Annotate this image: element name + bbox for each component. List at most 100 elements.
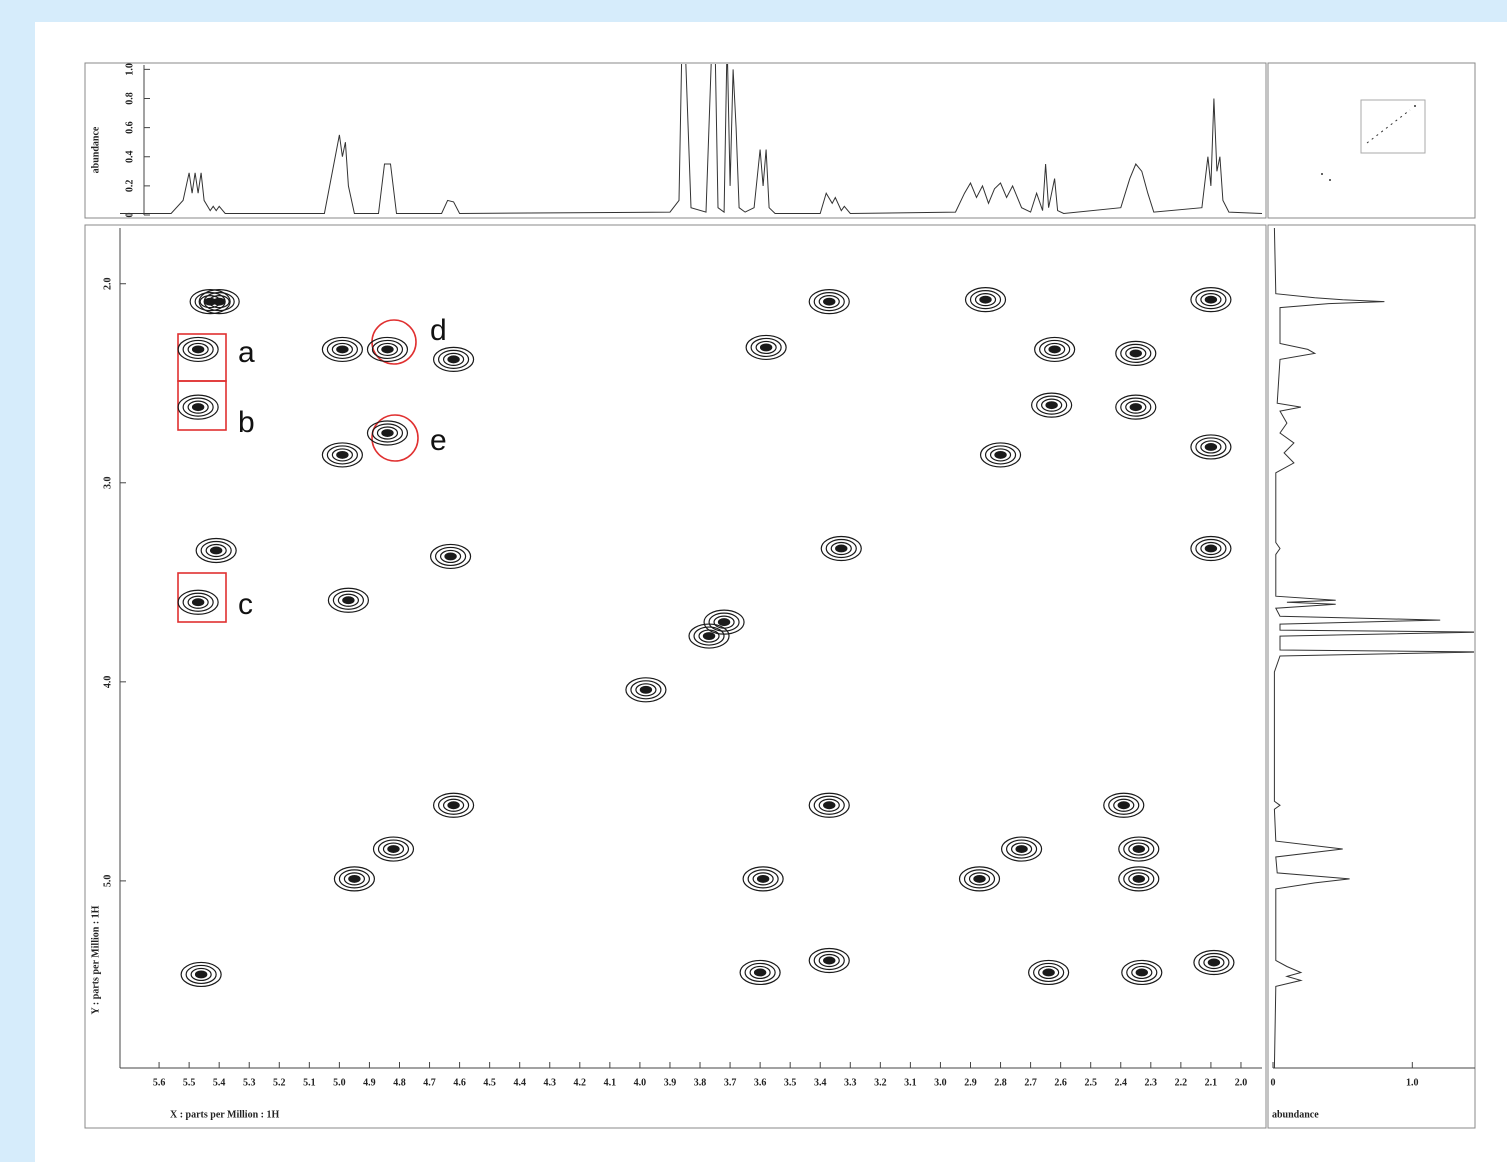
cross-peak: [429, 543, 472, 570]
contour-ring: [1125, 400, 1147, 414]
highlight-circle: [371, 414, 419, 462]
annotation: d: [430, 314, 447, 347]
contour-ring: [376, 426, 399, 440]
contour-ring: [1042, 968, 1055, 977]
x-tick-label: 4.9: [363, 1077, 376, 1088]
contour-ring: [1195, 290, 1227, 310]
contour-ring: [1000, 836, 1043, 862]
x-tick-label: 3.1: [904, 1077, 917, 1088]
cross-peak: [1034, 336, 1076, 363]
cross-peak: [745, 334, 787, 361]
cross-peak: [1193, 949, 1235, 976]
contour-ring: [979, 295, 992, 304]
x-tick-label: 2.0: [1235, 1077, 1248, 1088]
contour-ring: [1123, 869, 1155, 889]
contour-ring: [749, 965, 771, 980]
panel: [35, 22, 1507, 1162]
x-tick-label: 5.0: [333, 1077, 346, 1088]
contour-ring: [708, 612, 740, 632]
contour-ring: [177, 394, 219, 420]
contour-ring: [185, 964, 217, 985]
contour-ring: [1120, 343, 1152, 364]
cross-peak: [1031, 392, 1073, 418]
x-tick-label: 2.3: [1145, 1077, 1158, 1088]
contour-ring: [1041, 398, 1063, 412]
top-y-tick-label: 0: [124, 213, 135, 218]
contour-ring: [331, 342, 353, 357]
cross-peak: [366, 336, 409, 363]
x-tick-label: 4.3: [544, 1077, 557, 1088]
contour-ring: [1120, 397, 1152, 417]
highlight-box: [177, 572, 227, 623]
contour-ring: [693, 626, 725, 646]
contour-ring: [813, 292, 845, 312]
cross-peak: [808, 947, 850, 974]
contour-ring: [1115, 394, 1157, 420]
x-tick-label: 5.3: [243, 1077, 256, 1088]
contour-ring: [187, 595, 209, 609]
contour-ring: [180, 961, 222, 988]
cross-peak: [1028, 959, 1070, 986]
contour-ring: [187, 400, 209, 414]
side-x-tick-label: 0: [1271, 1077, 1276, 1088]
contour-ring: [747, 869, 779, 889]
contour-ring: [439, 549, 462, 564]
side-x-tick-label: 1.0: [1406, 1077, 1419, 1088]
x-tick-label: 4.1: [604, 1077, 617, 1088]
contour-ring: [1108, 795, 1140, 815]
x-tick-label: 2.7: [1024, 1077, 1037, 1088]
cross-peak: [195, 537, 237, 564]
cross-peak: [327, 587, 369, 613]
side-spectrum: [1273, 227, 1474, 1069]
x-tick-label: 3.0: [934, 1077, 947, 1088]
x-tick-label: 2.6: [1054, 1077, 1067, 1088]
cross-peak: [177, 394, 219, 420]
contour-ring: [750, 337, 782, 358]
top-y-tick-label: 0.2: [124, 180, 135, 193]
contour-ring: [437, 795, 470, 815]
contour-ring: [1190, 287, 1232, 313]
cross-peak: [1115, 394, 1157, 420]
contour-ring: [191, 403, 205, 412]
cross-peak: [808, 289, 850, 315]
contour-ring: [1005, 839, 1038, 859]
contour-ring: [835, 544, 848, 553]
contour-ring: [759, 343, 773, 352]
contour-ring: [366, 336, 409, 363]
x-tick-label: 3.2: [874, 1077, 887, 1088]
contour-ring: [381, 429, 394, 437]
contour-ring: [1028, 959, 1070, 986]
contour-ring: [1200, 440, 1222, 454]
contour-ring: [209, 546, 223, 555]
contour-ring: [1010, 842, 1033, 856]
x-tick-label: 3.6: [754, 1077, 767, 1088]
contour-ring: [1129, 349, 1142, 358]
contour-ring: [1118, 836, 1160, 862]
contour-ring: [326, 339, 358, 360]
cross-peak: [372, 836, 415, 862]
contour-ring: [742, 866, 784, 892]
contour-ring: [830, 541, 852, 556]
inset-dot: [1414, 105, 1416, 107]
cross-peak: [180, 961, 222, 988]
contour-ring: [1103, 792, 1145, 818]
contour-ring: [1123, 839, 1155, 859]
contour-ring: [382, 842, 405, 856]
contour-ring: [1203, 955, 1225, 970]
contour-ring: [1033, 962, 1065, 983]
x-tick-label: 5.6: [153, 1077, 166, 1088]
contour-ring: [190, 967, 212, 982]
top-frame: [84, 62, 1267, 219]
cross-peak: [198, 289, 240, 315]
contour-ring: [429, 543, 472, 570]
contour-ring: [1038, 965, 1060, 980]
x-tick-label: 3.8: [694, 1077, 707, 1088]
contour-ring: [194, 970, 208, 979]
x-tick-label: 2.1: [1205, 1077, 1218, 1088]
contour-ring: [434, 546, 467, 567]
annotation: a: [238, 336, 255, 369]
x-axis-label: X : parts per Million : 1H: [170, 1109, 279, 1120]
cross-peak: [1103, 792, 1145, 818]
